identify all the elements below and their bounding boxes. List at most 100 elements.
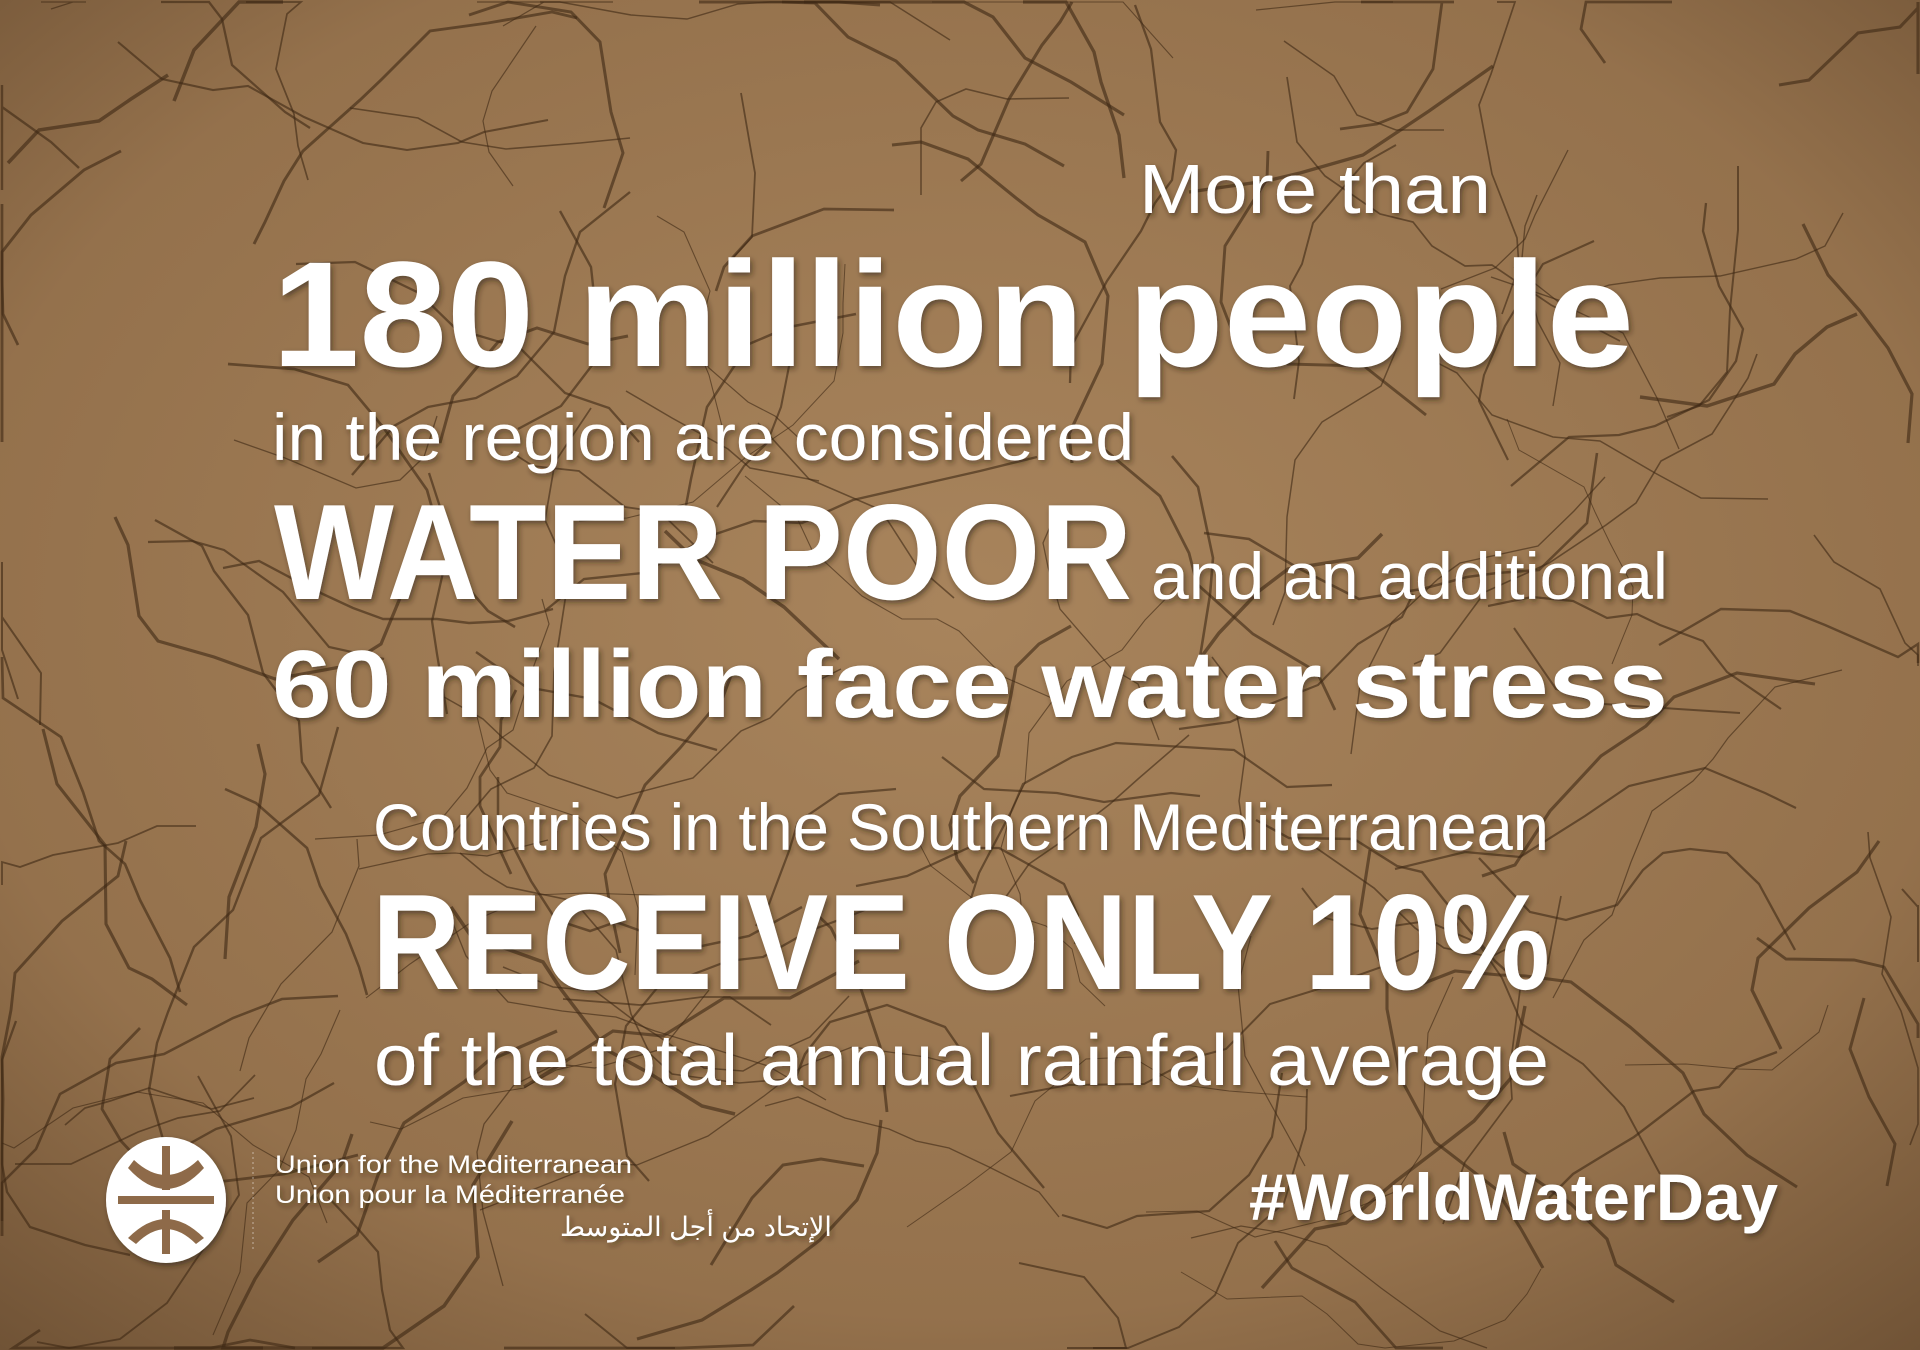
crack-line — [1358, 849, 1545, 1269]
crack-line — [613, 899, 888, 1182]
crack-line — [1093, 1088, 1308, 1349]
crack-line — [252, 10, 578, 245]
crack-line — [792, 1003, 1045, 1189]
crack-line — [1104, 448, 1337, 711]
crack-line — [1639, 312, 1858, 408]
crack-line — [317, 1029, 558, 1264]
crack-line — [1350, 476, 1606, 755]
additional-text: and an additional — [1151, 539, 1668, 613]
crack-line — [233, 415, 438, 489]
crack-line — [369, 1061, 593, 1130]
crack-line — [682, 312, 857, 517]
water-stress-text: 60 million face water stress — [272, 631, 1668, 738]
crack-line — [1666, 166, 1739, 418]
crack-line — [113, 516, 424, 681]
crack-line — [223, 743, 267, 960]
crack-line — [1180, 1268, 1542, 1349]
crack-line — [764, 1096, 1060, 1218]
world-water-day-hashtag: #WorldWaterDay — [1249, 1160, 1778, 1234]
org-name-arabic: الإتحاد من أجل المتوسط — [560, 1209, 832, 1243]
crack-line — [1190, 1225, 1488, 1349]
crack-line — [295, 260, 640, 443]
crack-line — [1200, 532, 1384, 658]
crack-line — [440, 407, 592, 849]
crack-line — [1440, 149, 1569, 290]
crack-line — [906, 1056, 1308, 1228]
more-than-text: More than — [1139, 150, 1491, 228]
crack-line — [1552, 669, 1843, 999]
crack-line — [1, 562, 43, 726]
crack-line — [1490, 212, 1844, 303]
crack-line — [1477, 240, 1595, 461]
crack-line — [1068, 4, 1178, 384]
crack-line — [1801, 223, 1914, 444]
crack-line — [1813, 534, 1919, 666]
crack-line — [1548, 1050, 1778, 1199]
crack-line — [1219, 150, 1427, 417]
crack-line — [757, 422, 955, 599]
crack-line — [1750, 840, 1881, 1050]
crack-line — [1145, 976, 1454, 1238]
crack-line — [953, 741, 1333, 950]
crack-line — [224, 787, 369, 996]
crack-line — [0, 85, 80, 190]
crack-line — [1756, 936, 1920, 1038]
crack-line — [1203, 452, 1599, 601]
crack-line — [1178, 593, 1414, 731]
water-poor-text: WATER POOR — [274, 476, 1132, 628]
crack-line — [438, 326, 629, 444]
crack-line — [584, 1313, 675, 1349]
crack-line — [1513, 627, 1741, 714]
crack-line — [855, 846, 1080, 945]
org-name-french: Union pour la Méditerranée — [275, 1181, 625, 1209]
crack-line — [1442, 895, 1562, 1225]
crack-line — [806, 904, 889, 1113]
crack-line — [636, 1119, 883, 1341]
crack-line — [365, 892, 691, 999]
crack-line — [1848, 997, 1897, 1187]
headline-180-million: 180 million people — [272, 230, 1634, 398]
crack-line — [578, 263, 846, 522]
crack-line — [147, 726, 340, 1225]
crack-line — [656, 215, 724, 431]
crack-line — [1000, 582, 1182, 937]
crack-line — [1272, 347, 1398, 626]
crack-line — [212, 1009, 341, 1336]
crack-line — [891, 140, 1110, 464]
crack-line — [41, 728, 188, 1007]
org-name-english: Union for the Mediterranean — [275, 1151, 632, 1179]
crack-line — [8, 1328, 296, 1350]
crack-line — [1413, 353, 1758, 665]
crack-line — [1624, 1004, 1829, 1071]
crack-line — [147, 539, 385, 661]
crack-line — [476, 989, 710, 1287]
crack-line — [1311, 844, 1540, 958]
crack-line — [917, 840, 1106, 1007]
crack-line — [1188, 64, 1494, 194]
crack-line — [1579, 0, 1672, 64]
crack-line — [1425, 356, 1769, 500]
crack-line — [0, 656, 182, 993]
crack-line — [239, 838, 360, 1072]
crack-line — [1339, 0, 1454, 131]
crack-line — [0, 204, 20, 346]
crack-line — [349, 107, 631, 150]
crack-line — [502, 966, 850, 1072]
crack-line — [41, 1, 86, 10]
crack-line — [920, 88, 1070, 195]
crack-line — [691, 337, 802, 441]
crack-line — [427, 472, 454, 715]
crack-line — [603, 672, 734, 954]
crack-line — [545, 455, 1038, 611]
crack-line — [941, 756, 1201, 804]
crack-line — [625, 390, 820, 482]
crack-line — [744, 475, 1055, 700]
crack-line — [222, 559, 554, 625]
crack-line — [1286, 76, 1621, 342]
crack-line — [1513, 266, 1680, 450]
crack-line — [1301, 887, 1661, 1175]
crack-line — [154, 518, 333, 809]
crack-line — [459, 852, 790, 1084]
